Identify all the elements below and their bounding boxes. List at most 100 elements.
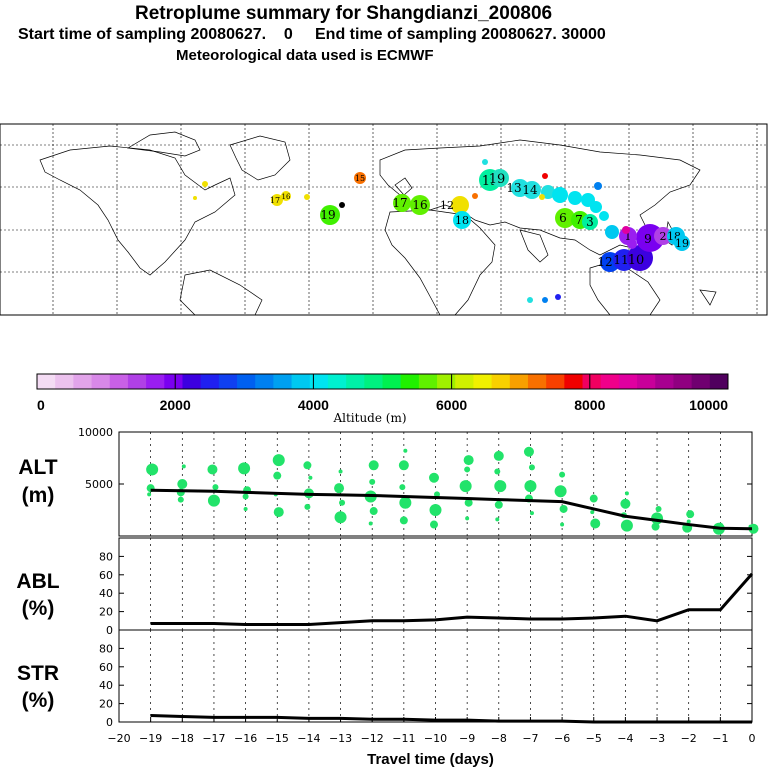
map-marker-label: 10 [628,253,645,268]
scatter-point [686,519,691,524]
colorbar-cell [382,374,402,389]
map-marker-label: 16 [282,193,291,201]
sampling-time-line: Start time of sampling 20080627. 0 End t… [18,26,606,43]
scatter-point [304,503,311,510]
scatter-point [272,454,285,467]
panel-unit-label: (%) [22,597,55,620]
map-marker-label: 17 [392,196,407,210]
panel-unit-label: (m) [22,484,55,507]
x-tick-label: −17 [202,732,225,745]
map-marker-label: 14 [522,183,538,197]
colorbar-tick-label: 8000 [574,397,605,413]
scatter-point [523,446,534,457]
x-tick-label: −16 [234,732,257,745]
colorbar-cell [673,374,693,389]
scatter-point [177,496,184,503]
y-tick-label: 0 [106,716,113,729]
colorbar-cell [637,374,656,389]
scatter-point [434,491,440,498]
x-tick-label: −4 [617,732,633,745]
panel-label: ALT [18,456,57,479]
colorbar-cell [691,374,711,389]
map-marker-label: 13 [506,181,521,195]
scatter-point [238,462,251,475]
map-marker-label: 3 [586,215,594,229]
x-tick-label: −10 [424,732,447,745]
map-marker-16 [410,195,430,215]
y-tick-label: 80 [99,642,113,655]
altitude-colorbar: 0 2000 4000 6000 8000 10000 Altitude (m) [36,373,729,425]
x-tick-label: −19 [139,732,162,745]
map-marker-19d [491,169,509,187]
map-marker-label: 12 [440,199,454,212]
x-axis-label: Travel time (days) [367,751,494,768]
map-marker-17b [271,194,283,206]
panel-label: ABL [16,570,59,593]
scatter-point [590,518,601,529]
map-marker-label: 1 [625,230,632,243]
scatter-point [273,507,284,518]
map-marker-label: 19 [489,172,506,187]
scatter-point [369,507,378,516]
x-tick-label: −11 [392,732,415,745]
scatter-point [459,480,472,493]
x-tick-label: −15 [266,732,289,745]
scatter-point [243,506,248,511]
panel-alt: 5000 10000 ALT (m) [18,426,759,537]
scatter-point [589,494,598,503]
y-tick-label: 40 [99,587,113,600]
world-map: 19 13 14 6 7 3 12 17 16 19 12 11 10 [0,123,768,316]
scatter-point [369,478,376,485]
colorbar-cell [618,374,638,389]
scatter-point [590,510,595,515]
colorbar-cell [200,374,220,389]
map-marker-label: 18 [455,214,469,227]
scatter-point [620,519,633,532]
x-tick-label: −13 [329,732,352,745]
colorbar-cell [255,374,274,389]
scatter-point [207,494,220,507]
chart-title: Retroplume summary for Shangdianzi_20080… [135,3,553,24]
scatter-point [494,500,503,509]
scatter-point [429,472,439,483]
scatter-point [494,468,501,475]
colorbar-cell [527,374,547,389]
scatter-point [464,466,471,473]
map-marker-label: 16 [412,198,427,212]
scatter-point [399,484,406,491]
colorbar-cell [327,374,347,389]
x-tick-label: −14 [297,732,320,745]
map-marker-label: 17 [270,196,280,205]
map-marker-label: 15 [355,174,365,183]
map-marker-17 [393,194,411,212]
colorbar-cell [582,374,602,389]
panel-abl: 0 20 40 60 80 ABL (%) [16,537,754,637]
colorbar-cell [55,374,74,389]
colorbar-cell [73,374,93,389]
scatter-point [559,471,566,478]
scatter-point [686,510,695,519]
colorbar-tick-label: 2000 [160,397,191,413]
scatter-point [334,511,347,524]
scatter-point [655,505,662,512]
scatter-point [529,511,534,516]
map-marker-label: 19 [675,237,689,250]
scatter-point [651,522,660,531]
scatter-point [399,516,408,525]
map-marker-19c [674,235,690,251]
x-tick-label: −3 [649,732,665,745]
scatter-point [560,522,565,527]
scatter-point [147,492,152,497]
panel-label: STR [17,662,59,685]
x-tick-label: −9 [459,732,475,745]
scatter-point [624,491,629,496]
colorbar-cell [273,374,293,389]
colorbar-cell [509,374,529,389]
colorbar-cell [418,374,438,389]
colorbar-cell [109,374,129,389]
y-tick-label: 10000 [78,426,113,439]
map-marker-2 [654,227,672,245]
scatter-point [430,520,438,529]
scatter-point [207,464,218,475]
scatter-point [464,498,473,507]
